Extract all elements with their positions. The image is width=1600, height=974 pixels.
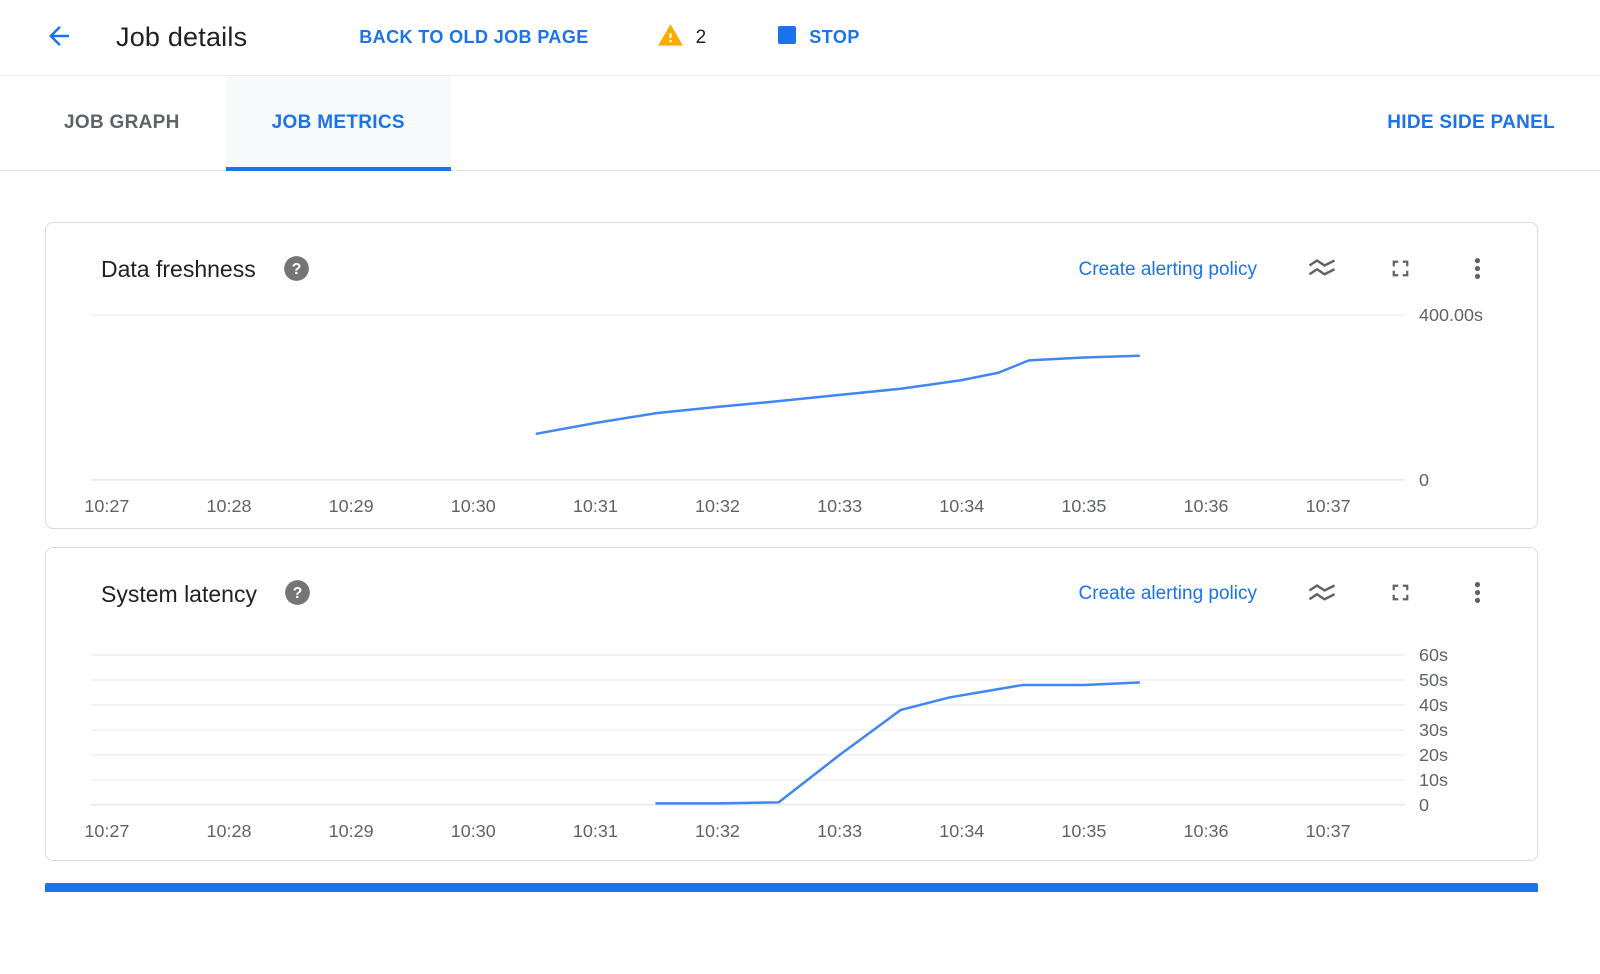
stop-button[interactable]: STOP — [772, 25, 866, 50]
more-options-button[interactable] — [1464, 579, 1491, 609]
svg-text:10:29: 10:29 — [329, 496, 374, 516]
svg-text:10:37: 10:37 — [1306, 496, 1351, 516]
help-icon: ? — [283, 255, 310, 285]
system-latency-card: System latency ? Create alerting policy — [45, 546, 1538, 861]
hide-side-panel-link[interactable]: HIDE SIDE PANEL — [1387, 112, 1555, 133]
svg-text:10:30: 10:30 — [451, 496, 496, 516]
svg-text:10:36: 10:36 — [1184, 821, 1229, 841]
more-vert-icon — [1464, 255, 1491, 285]
stop-icon — [778, 26, 797, 49]
card-header: Data freshness ? Create alerting policy — [46, 223, 1537, 290]
svg-text:10:36: 10:36 — [1184, 496, 1229, 516]
app-header: Job details BACK TO OLD JOB PAGE 2 STOP — [0, 0, 1600, 76]
svg-text:10:34: 10:34 — [939, 821, 984, 841]
svg-text:?: ? — [293, 585, 303, 602]
svg-text:10:30: 10:30 — [451, 821, 496, 841]
help-icon: ? — [284, 579, 311, 609]
chart-style-button[interactable] — [1307, 578, 1337, 611]
chart-style-button[interactable] — [1307, 253, 1337, 286]
create-alerting-policy-link[interactable]: Create alerting policy — [1078, 583, 1257, 605]
fullscreen-button[interactable] — [1387, 255, 1414, 285]
svg-text:10:32: 10:32 — [695, 496, 740, 516]
svg-text:20s: 20s — [1419, 745, 1448, 765]
svg-text:0: 0 — [1419, 470, 1429, 490]
data-freshness-card: Data freshness ? Create alerting policy — [45, 222, 1538, 529]
svg-text:10:35: 10:35 — [1061, 496, 1106, 516]
fullscreen-icon — [1387, 579, 1414, 609]
svg-text:40s: 40s — [1419, 695, 1448, 715]
svg-text:10:28: 10:28 — [207, 821, 252, 841]
warning-count: 2 — [695, 26, 707, 48]
warnings-indicator[interactable]: 2 — [657, 22, 707, 54]
svg-text:10:37: 10:37 — [1306, 821, 1351, 841]
help-button[interactable]: ? — [284, 579, 311, 609]
more-vert-icon — [1464, 579, 1491, 609]
job-metrics-panel: Data freshness ? Create alerting policy — [0, 171, 1600, 861]
svg-text:10:34: 10:34 — [939, 496, 984, 516]
tab-bar: JOB GRAPH JOB METRICS HIDE SIDE PANEL — [0, 76, 1600, 171]
svg-text:10s: 10s — [1419, 770, 1448, 790]
card-title: System latency — [101, 580, 257, 607]
svg-text:60s: 60s — [1419, 645, 1448, 665]
system-latency-chart: 60s 50s 40s 30s 20s 10s 0 10:27 10:28 10:29 10:30 1… — [84, 645, 1448, 841]
svg-text:10:31: 10:31 — [573, 821, 618, 841]
create-alerting-policy-link[interactable]: Create alerting policy — [1078, 258, 1257, 280]
svg-text:10:35: 10:35 — [1061, 821, 1106, 841]
svg-text:10:27: 10:27 — [84, 821, 129, 841]
back-to-old-job-page-link[interactable]: BACK TO OLD JOB PAGE — [359, 27, 589, 47]
warning-icon — [657, 22, 684, 54]
fullscreen-button[interactable] — [1387, 579, 1414, 609]
back-button[interactable] — [40, 17, 78, 58]
tab-job-metrics[interactable]: JOB METRICS — [225, 76, 451, 171]
page-title: Job details — [116, 22, 248, 52]
help-button[interactable]: ? — [283, 255, 310, 285]
fullscreen-icon — [1387, 255, 1414, 285]
svg-text:10:28: 10:28 — [207, 496, 252, 516]
more-options-button[interactable] — [1464, 255, 1491, 285]
chart-lines-icon — [1307, 578, 1337, 611]
svg-text:10:32: 10:32 — [695, 821, 740, 841]
svg-text:?: ? — [291, 260, 301, 277]
svg-text:10:31: 10:31 — [573, 496, 618, 516]
svg-text:10:29: 10:29 — [329, 821, 374, 841]
tab-job-graph[interactable]: JOB GRAPH — [64, 112, 180, 133]
data-freshness-chart: 400.00s 0 10:27 10:28 10:29 10:30 10:31 10:32 10… — [84, 305, 1483, 516]
svg-text:50s: 50s — [1419, 670, 1448, 690]
svg-text:10:33: 10:33 — [817, 496, 862, 516]
svg-text:400.00s: 400.00s — [1419, 305, 1483, 325]
card-header: System latency ? Create alerting policy — [46, 548, 1537, 615]
partial-bottom-element — [45, 882, 1538, 892]
card-title: Data freshness — [101, 256, 256, 282]
chart-lines-icon — [1307, 253, 1337, 286]
svg-text:10:27: 10:27 — [84, 496, 129, 516]
svg-text:30s: 30s — [1419, 720, 1448, 740]
svg-text:0: 0 — [1419, 795, 1429, 815]
stop-label: STOP — [809, 27, 860, 47]
arrow-left-icon — [44, 21, 74, 54]
svg-text:10:33: 10:33 — [817, 821, 862, 841]
